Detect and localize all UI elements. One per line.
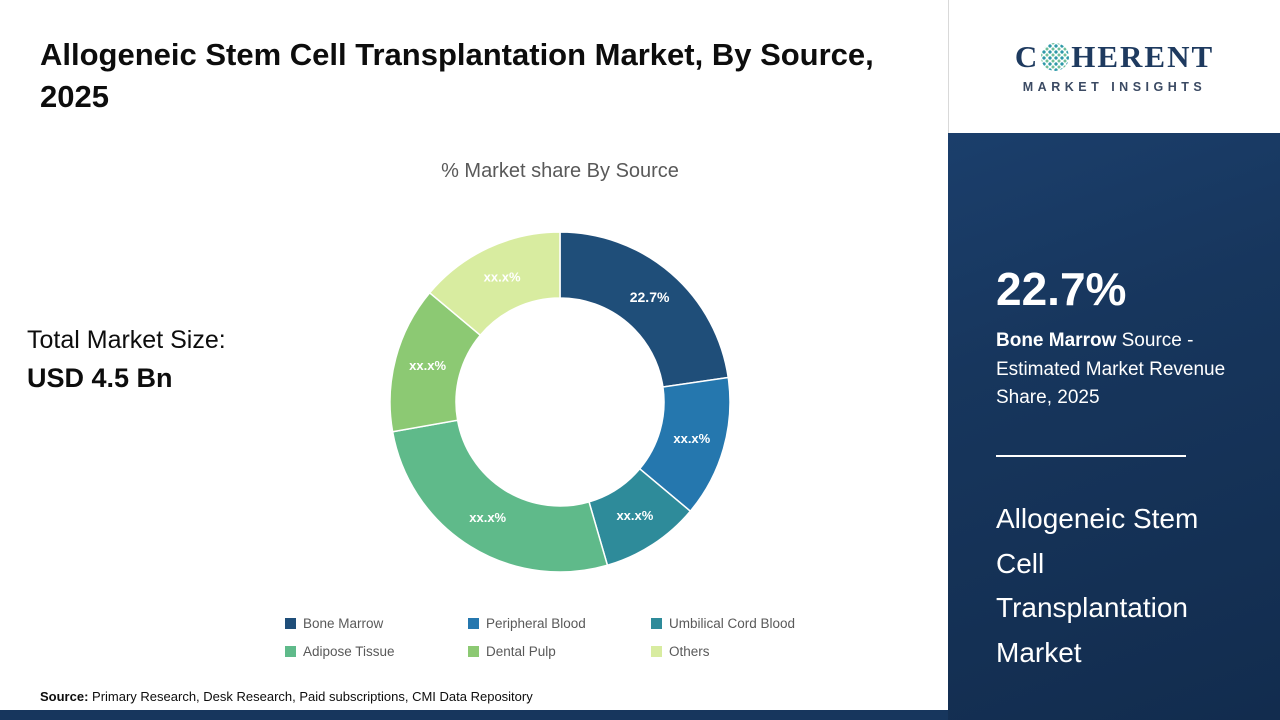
sidebar-divider	[996, 454, 1186, 457]
source-note-text: Primary Research, Desk Research, Paid su…	[88, 689, 533, 704]
total-market-size-block: Total Market Size: USD 4.5 Bn	[27, 326, 226, 394]
sidebar-content: 22.7% Bone Marrow Source - Estimated Mar…	[996, 265, 1236, 676]
legend-swatch-icon	[468, 618, 479, 629]
chart-legend: Bone Marrow Peripheral Blood Umbilical Cor…	[285, 616, 855, 659]
brand-logo-box: C HERENT MARKET INSIGHTS	[948, 0, 1280, 133]
highlight-stat-rest: Source - Estimated Market Revenue Share,…	[996, 330, 1226, 409]
donut-chart-wrap: 22.7% xx.x% xx.x% xx.x% xx.x% xx.x%	[380, 222, 740, 582]
total-market-size-value: USD 4.5 Bn	[27, 363, 173, 393]
donut-chart: 22.7% xx.x% xx.x% xx.x% xx.x% xx.x%	[389, 231, 731, 573]
donut-segment-value-label: xx.x%	[484, 269, 521, 284]
brand-tagline: MARKET INSIGHTS	[1022, 80, 1207, 94]
highlight-stat-description: Bone Marrow Source - Estimated Market Re…	[996, 327, 1236, 413]
legend-swatch-icon	[285, 618, 296, 629]
legend-swatch-icon	[651, 646, 662, 657]
highlight-stat-segment: Bone Marrow	[996, 330, 1117, 352]
donut-segment-adipose-tissue	[391, 419, 609, 573]
sidebar-market-name: Allogeneic Stem Cell Transplantation Mar…	[996, 502, 1199, 669]
donut-segment-bone-marrow	[559, 231, 730, 388]
donut-segment-value-label: xx.x%	[673, 431, 710, 446]
legend-item-umbilical-cord-blood: Umbilical Cord Blood	[651, 616, 834, 631]
bottom-accent-bar	[0, 710, 1280, 720]
donut-segment-value-label: xx.x%	[409, 358, 446, 373]
donut-segment-value-label: xx.x%	[616, 508, 653, 523]
source-note: Source: Primary Research, Desk Research,…	[40, 689, 533, 704]
legend-label: Dental Pulp	[486, 644, 556, 659]
legend-label: Peripheral Blood	[486, 616, 586, 631]
legend-item-others: Others	[651, 644, 834, 659]
legend-item-dental-pulp: Dental Pulp	[468, 644, 651, 659]
donut-segment-value-label: xx.x%	[469, 510, 506, 525]
dotted-globe-icon	[1041, 43, 1070, 71]
source-note-label: Source:	[40, 689, 89, 704]
sidebar-panel: C HERENT MARKET INSIGHTS	[948, 0, 1280, 720]
brand-prefix: C	[1014, 39, 1040, 74]
donut-segment-value-label: 22.7%	[630, 289, 670, 305]
legend-item-adipose-tissue: Adipose Tissue	[285, 644, 468, 659]
total-market-size-label: Total Market Size:	[27, 326, 226, 354]
legend-swatch-icon	[651, 618, 662, 629]
legend-label: Bone Marrow	[303, 616, 384, 631]
legend-item-bone-marrow: Bone Marrow	[285, 616, 468, 631]
page-title: Allogeneic Stem Cell Transplantation Mar…	[40, 37, 874, 114]
legend-label: Umbilical Cord Blood	[669, 616, 796, 631]
legend-label: Adipose Tissue	[303, 644, 395, 659]
brand-logo: C HERENT	[1015, 39, 1214, 75]
legend-label: Others	[669, 644, 710, 659]
legend-swatch-icon	[468, 646, 479, 657]
brand-suffix: HERENT	[1071, 39, 1215, 74]
donut-segment-others	[428, 231, 561, 337]
highlight-stat-value: 22.7%	[996, 263, 1127, 315]
legend-item-peripheral-blood: Peripheral Blood	[468, 616, 651, 631]
chart-title: % Market share By Source	[441, 160, 679, 182]
legend-swatch-icon	[285, 646, 296, 657]
